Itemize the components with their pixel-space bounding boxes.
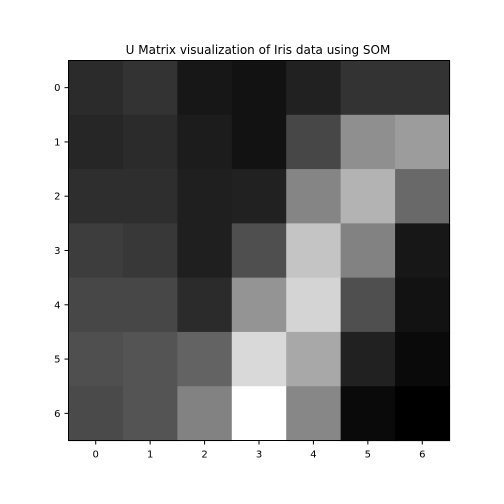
y-tick-label-0: 0 <box>54 83 60 94</box>
heatmap-cell-r0-c3 <box>231 60 287 116</box>
x-tick-label-3: 3 <box>256 450 262 461</box>
heatmap-cell-r0-c2 <box>177 60 233 116</box>
y-tick-label-2: 2 <box>54 192 60 203</box>
y-tick-label-1: 1 <box>54 137 60 148</box>
heatmap-cell-r2-c5 <box>340 169 396 224</box>
heatmap-cell-r4-c6 <box>395 277 451 333</box>
heatmap-cell-r4-c3 <box>231 277 287 333</box>
heatmap-cell-r5-c0 <box>68 331 124 387</box>
heatmap-cell-r4-c2 <box>177 277 233 333</box>
y-axis: 0 1 2 3 4 5 6 <box>54 83 69 420</box>
x-tick-label-6: 6 <box>419 450 425 461</box>
heatmap-cell-r6-c6 <box>395 386 451 442</box>
heatmap-cell-r1-c3 <box>231 114 287 170</box>
y-tick-label-6: 6 <box>54 409 60 420</box>
y-tick-label-3: 3 <box>54 246 60 257</box>
x-tick-label-0: 0 <box>93 450 99 461</box>
heatmap-cell-r1-c2 <box>177 114 233 170</box>
heatmap-cell-r6-c4 <box>286 386 342 442</box>
heatmap-cell-r0-c0 <box>68 60 124 116</box>
heatmap-cell-r6-c5 <box>340 386 396 442</box>
heatmap-cell-r1-c4 <box>286 114 342 170</box>
heatmap-cell-r6-c0 <box>68 386 124 442</box>
heatmap-cell-r2-c0 <box>68 169 124 224</box>
heatmap-cell-r0-c1 <box>122 60 178 116</box>
heatmap-cell-r5-c4 <box>286 331 342 387</box>
heatmap-cell-r4-c5 <box>340 277 396 333</box>
heatmap-cell-r3-c1 <box>122 223 178 279</box>
heatmap-cell-r0-c4 <box>286 60 342 116</box>
heatmap-cell-r1-c5 <box>340 114 396 170</box>
heatmap-cell-r0-c6 <box>395 60 451 116</box>
heatmap-cell-r3-c4 <box>286 223 342 279</box>
heatmap-cell-r4-c4 <box>286 277 342 333</box>
heatmap-cell-r5-c6 <box>395 331 451 387</box>
x-tick-label-2: 2 <box>201 450 207 461</box>
heatmap-cells <box>68 60 451 442</box>
heatmap-cell-r3-c6 <box>395 223 451 279</box>
heatmap-cell-r6-c1 <box>122 386 178 442</box>
heatmap-cell-r2-c3 <box>231 169 287 224</box>
x-tick-label-5: 5 <box>365 450 371 461</box>
y-tick-label-5: 5 <box>54 355 60 366</box>
x-tick-label-4: 4 <box>310 450 316 461</box>
heatmap-cell-r3-c3 <box>231 223 287 279</box>
heatmap-cell-r5-c5 <box>340 331 396 387</box>
heatmap-cell-r1-c6 <box>395 114 451 170</box>
heatmap-cell-r2-c2 <box>177 169 233 224</box>
heatmap-cell-r4-c1 <box>122 277 178 333</box>
heatmap-cell-r6-c3 <box>231 386 287 442</box>
heatmap-cell-r5-c1 <box>122 331 178 387</box>
chart-title: U Matrix visualization of Iris data usin… <box>126 43 391 57</box>
heatmap-cell-r5-c3 <box>231 331 287 387</box>
heatmap-cell-r2-c6 <box>395 169 451 224</box>
y-tick-label-4: 4 <box>54 300 60 311</box>
x-axis: 0 1 2 3 4 5 6 <box>93 440 425 461</box>
heatmap-cell-r3-c0 <box>68 223 124 279</box>
x-tick-label-1: 1 <box>147 450 153 461</box>
heatmap-cell-r6-c2 <box>177 386 233 442</box>
heatmap-cell-r2-c4 <box>286 169 342 224</box>
heatmap-cell-r0-c5 <box>340 60 396 116</box>
heatmap-cell-r5-c2 <box>177 331 233 387</box>
heatmap-cell-r1-c1 <box>122 114 178 170</box>
heatmap-cell-r1-c0 <box>68 114 124 170</box>
heatmap-cell-r3-c2 <box>177 223 233 279</box>
heatmap-cell-r2-c1 <box>122 169 178 224</box>
heatmap-cell-r4-c0 <box>68 277 124 333</box>
heatmap-cell-r3-c5 <box>340 223 396 279</box>
